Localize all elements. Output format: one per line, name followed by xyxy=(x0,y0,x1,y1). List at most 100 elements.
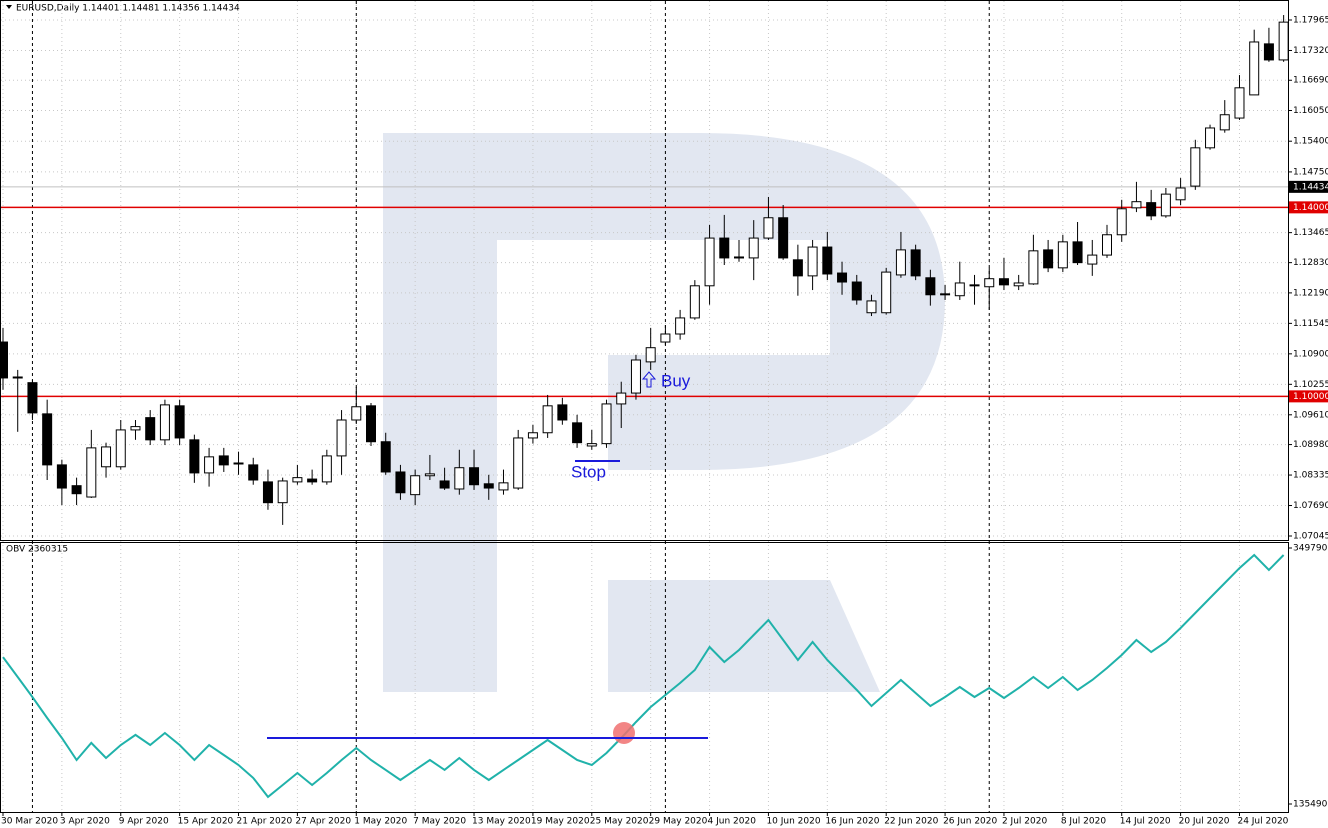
candle-body xyxy=(513,437,524,489)
buy-arrow xyxy=(641,371,657,388)
candle-body xyxy=(1190,147,1201,187)
level-label: 1.10000 xyxy=(1293,392,1328,402)
candle-body xyxy=(1160,193,1171,217)
x-tick-label: 10 Jun 2020 xyxy=(766,817,820,827)
candle-body xyxy=(101,446,112,468)
y-tick-label: 1.14750 xyxy=(1293,167,1328,177)
candle-body xyxy=(1146,202,1157,217)
y-tick-label: 1.07045 xyxy=(1293,532,1328,542)
candle-body xyxy=(1131,201,1142,209)
candle-body xyxy=(881,271,892,314)
candle-body xyxy=(248,464,259,481)
candle-body xyxy=(292,477,303,483)
y-tick-label: 1.13465 xyxy=(1293,228,1328,238)
candle-body xyxy=(424,473,435,477)
candle-body xyxy=(1116,208,1127,236)
chart-title: EURUSD,Daily 1.14401 1.14481 1.14356 1.1… xyxy=(16,4,240,14)
candle-body xyxy=(645,347,656,363)
y-tick-label: 1.16690 xyxy=(1293,76,1328,86)
candle-body xyxy=(336,419,347,457)
candle-body xyxy=(1219,114,1230,131)
y-tick-label: 1.12190 xyxy=(1293,288,1328,298)
candle-body xyxy=(1263,43,1274,61)
candle-body xyxy=(321,455,332,483)
candle-body xyxy=(807,246,818,277)
candle-body xyxy=(601,403,612,445)
x-tick-label: 19 May 2020 xyxy=(531,817,590,827)
candle-body xyxy=(27,382,38,414)
x-tick-label: 16 Jun 2020 xyxy=(825,817,879,827)
y-tick-label: 1.08980 xyxy=(1293,440,1328,450)
candle-body xyxy=(262,481,273,504)
candle-body xyxy=(498,482,509,491)
candle-body xyxy=(454,467,465,490)
x-tick-label: 8 Jul 2020 xyxy=(1061,817,1106,827)
candle-body xyxy=(616,392,627,405)
level-box xyxy=(1289,201,1328,214)
y-tick-label: 1.12830 xyxy=(1293,258,1328,268)
candle-body xyxy=(307,478,318,483)
candle-body xyxy=(969,284,980,287)
y-tick-label: 1.10255 xyxy=(1293,380,1328,390)
candle-body xyxy=(233,462,244,465)
candle-body xyxy=(1087,254,1098,265)
candle-body xyxy=(527,432,538,439)
candle-body xyxy=(410,475,421,496)
candle-body xyxy=(557,404,568,421)
y-tick-label: 1.15400 xyxy=(1293,137,1328,147)
candle-body xyxy=(940,293,951,296)
candle-body xyxy=(572,422,583,444)
candle-body xyxy=(542,405,553,434)
candle-body xyxy=(675,317,686,335)
candle-body xyxy=(984,278,995,288)
y-tick-label: 3497902 xyxy=(1293,544,1328,554)
watermark xyxy=(383,133,945,692)
x-tick-label: 13 May 2020 xyxy=(472,817,531,827)
candle-body xyxy=(1072,241,1083,264)
candle-body xyxy=(483,483,494,489)
candle-body xyxy=(1234,87,1245,119)
candle-body xyxy=(851,281,862,301)
candle-body xyxy=(719,237,730,259)
x-tick-label: 2 Jul 2020 xyxy=(1002,817,1047,827)
candle-body xyxy=(748,237,759,259)
candle-body xyxy=(822,246,833,275)
candle-body xyxy=(792,259,803,277)
x-tick-label: 14 Jul 2020 xyxy=(1120,817,1171,827)
candle-body xyxy=(130,426,141,431)
candle-body xyxy=(660,333,671,343)
x-tick-label: 30 Mar 2020 xyxy=(1,817,58,827)
candle-body xyxy=(86,447,97,498)
stop-label: Stop xyxy=(571,462,606,481)
candle-body xyxy=(586,443,597,447)
candle-body xyxy=(1175,187,1186,201)
x-tick-label: 24 Jul 2020 xyxy=(1237,817,1288,827)
level-box xyxy=(1289,390,1328,403)
candle-body xyxy=(351,406,362,421)
last-price-box xyxy=(1289,180,1328,193)
candle-body xyxy=(1102,234,1112,256)
candle-body xyxy=(174,405,185,439)
candle-body xyxy=(380,441,391,473)
y-tick-label: 1.08335 xyxy=(1293,471,1328,481)
candle-body xyxy=(115,429,126,468)
candle-body xyxy=(469,467,480,486)
candle-body xyxy=(630,359,641,394)
x-tick-label: 3 Apr 2020 xyxy=(60,817,110,827)
x-tick-label: 21 Apr 2020 xyxy=(237,817,293,827)
y-tick-label: 1.10900 xyxy=(1293,349,1328,359)
x-tick-label: 7 May 2020 xyxy=(413,817,466,827)
indicator-title: OBV 2360315 xyxy=(6,545,68,555)
y-tick-label: 1.17965 xyxy=(1293,16,1328,26)
candle-body xyxy=(159,404,170,441)
x-tick-label: 25 May 2020 xyxy=(590,817,649,827)
candle-body xyxy=(1013,282,1024,287)
candle-body xyxy=(12,376,23,379)
y-tick-label: 1.07690 xyxy=(1293,501,1328,511)
x-tick-label: 4 Jun 2020 xyxy=(708,817,757,827)
last-price-label: 1.14434 xyxy=(1293,182,1328,192)
menu-arrow[interactable] xyxy=(6,5,12,9)
x-tick-label: 20 Jul 2020 xyxy=(1179,817,1230,827)
candle-body xyxy=(837,272,848,283)
